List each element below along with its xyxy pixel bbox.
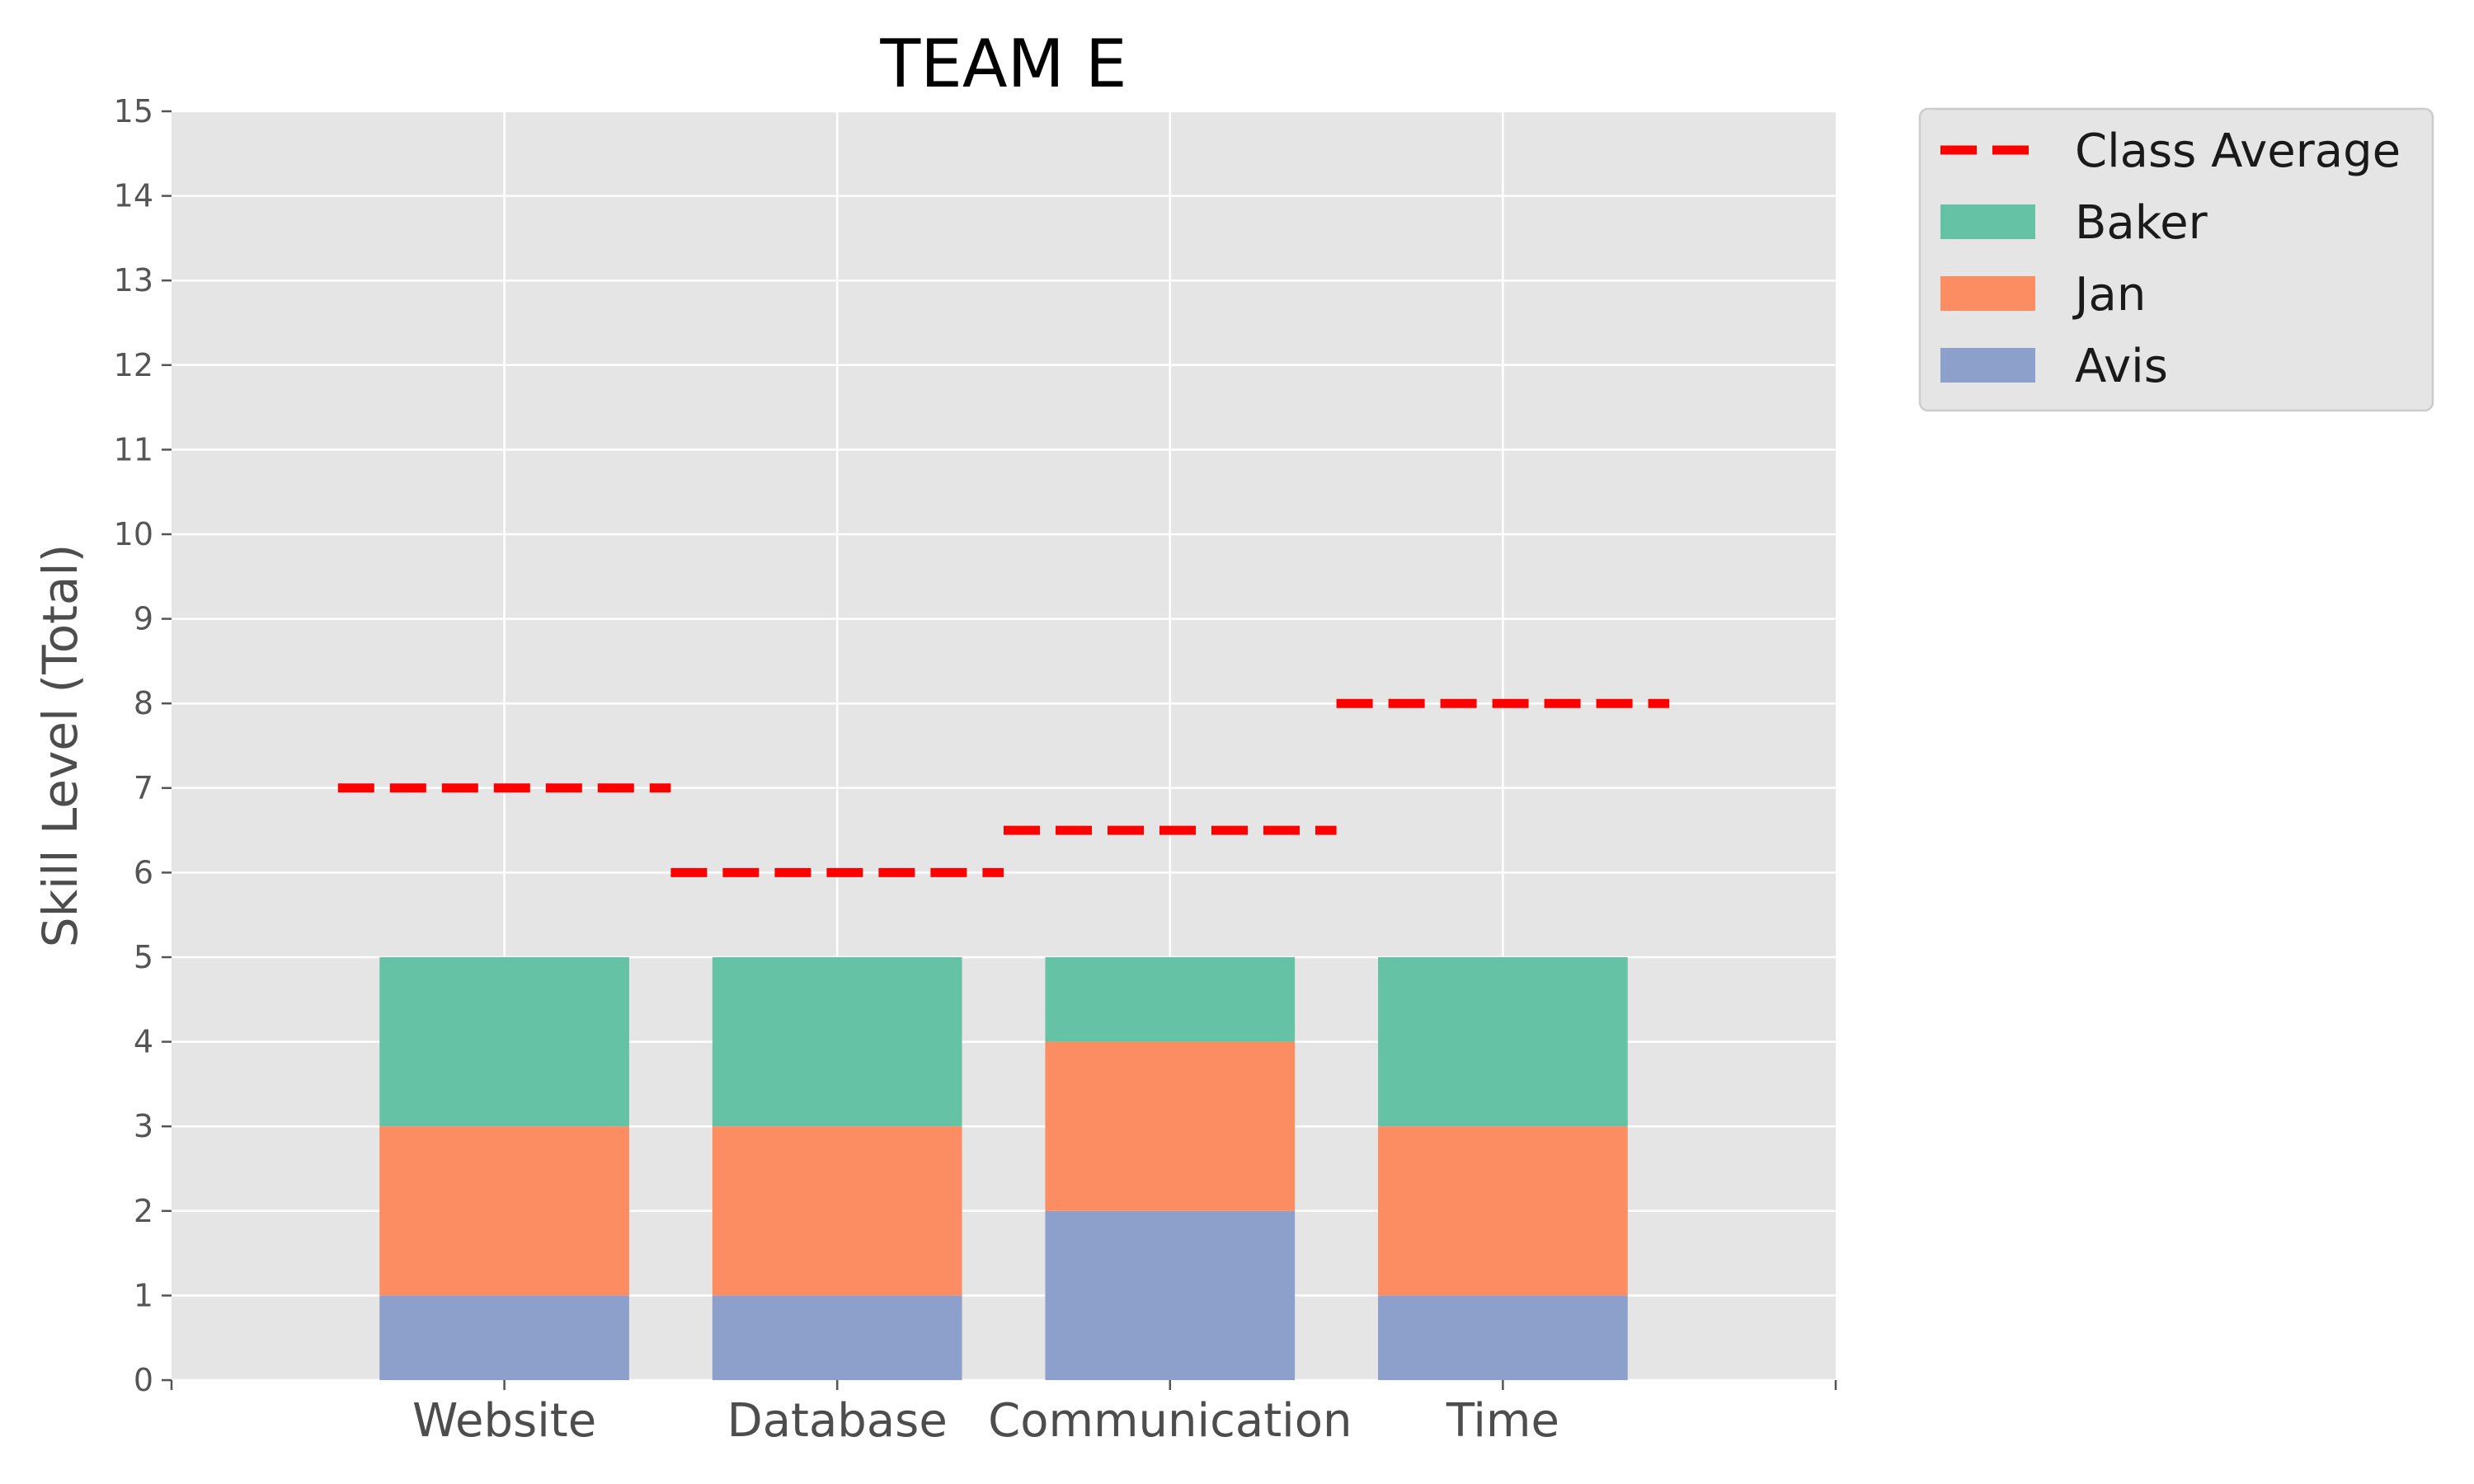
x-category-label: Database bbox=[727, 1394, 948, 1448]
bar-baker-communication bbox=[1045, 957, 1296, 1042]
bar-jan-communication bbox=[1045, 1041, 1296, 1211]
x-category-label: Website bbox=[412, 1394, 596, 1448]
bar-jan-website bbox=[379, 1126, 629, 1296]
y-tick-label: 6 bbox=[134, 854, 153, 890]
bar-baker-website bbox=[379, 957, 629, 1127]
chart-title: TEAM E bbox=[879, 26, 1126, 102]
legend-swatch-baker bbox=[1940, 204, 2035, 239]
legend-box bbox=[1918, 107, 2434, 412]
y-tick-label: 4 bbox=[134, 1024, 153, 1060]
y-tick-label: 0 bbox=[134, 1362, 153, 1398]
bar-avis-time bbox=[1378, 1295, 1628, 1380]
bar-baker-time bbox=[1378, 957, 1628, 1127]
legend-label: Jan bbox=[2072, 268, 2146, 322]
y-tick-label: 13 bbox=[114, 262, 153, 298]
bar-avis-communication bbox=[1045, 1210, 1296, 1380]
y-axis-label: Skill Level (Total) bbox=[32, 544, 88, 947]
y-tick-label: 8 bbox=[134, 685, 153, 721]
y-tick-label: 2 bbox=[134, 1193, 153, 1229]
legend-label: Class Average bbox=[2075, 124, 2401, 178]
y-tick-label: 12 bbox=[114, 347, 153, 383]
legend: Class Average Baker Jan Avis bbox=[1918, 107, 2434, 412]
x-category-label: Time bbox=[1446, 1394, 1559, 1448]
y-tick-label: 14 bbox=[114, 178, 153, 214]
y-tick-label: 5 bbox=[134, 939, 153, 975]
y-tick-label: 10 bbox=[114, 516, 153, 552]
bars bbox=[379, 957, 1628, 1380]
legend-swatch-jan bbox=[1940, 276, 2035, 311]
legend-label: Baker bbox=[2075, 196, 2208, 250]
x-category-label: Communication bbox=[988, 1394, 1352, 1448]
bar-avis-website bbox=[379, 1295, 629, 1380]
y-tick-label: 11 bbox=[114, 431, 153, 467]
class-average-lines bbox=[337, 698, 1670, 877]
bar-jan-database bbox=[712, 1126, 962, 1296]
y-tick-label: 9 bbox=[134, 601, 153, 637]
legend-label: Avis bbox=[2075, 340, 2168, 393]
bar-avis-database bbox=[712, 1295, 962, 1380]
y-tick-label: 3 bbox=[134, 1108, 153, 1144]
y-tick-label: 15 bbox=[114, 93, 153, 129]
y-tick-label: 7 bbox=[134, 770, 153, 806]
legend-swatch-avis bbox=[1940, 348, 2035, 383]
y-tick-label: 1 bbox=[134, 1277, 153, 1313]
bar-jan-time bbox=[1378, 1126, 1628, 1296]
bar-baker-database bbox=[712, 957, 962, 1127]
